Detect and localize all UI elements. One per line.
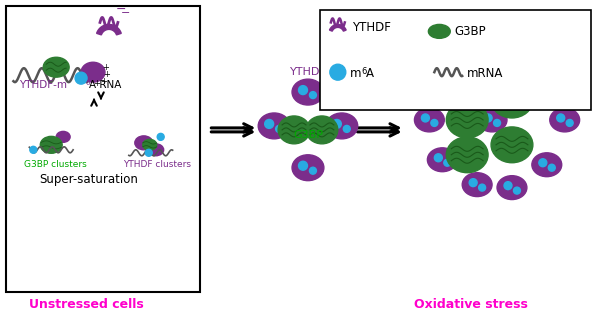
Text: +: + — [102, 63, 110, 72]
Ellipse shape — [292, 79, 324, 105]
Ellipse shape — [40, 136, 62, 153]
FancyBboxPatch shape — [320, 10, 591, 110]
Text: YTHDF-m: YTHDF-m — [19, 80, 67, 90]
Text: mRNA: mRNA — [467, 67, 503, 80]
Ellipse shape — [497, 58, 527, 82]
Ellipse shape — [532, 68, 562, 92]
Ellipse shape — [306, 116, 338, 144]
Circle shape — [435, 84, 442, 92]
Text: A RNA: A RNA — [89, 80, 122, 90]
Ellipse shape — [135, 136, 153, 150]
Circle shape — [444, 89, 451, 97]
Ellipse shape — [427, 78, 458, 102]
Ellipse shape — [56, 131, 70, 142]
Circle shape — [539, 74, 547, 82]
Polygon shape — [97, 24, 121, 35]
Circle shape — [469, 69, 477, 77]
Circle shape — [479, 75, 486, 82]
Text: Oxidative stress: Oxidative stress — [414, 298, 529, 311]
Ellipse shape — [497, 176, 527, 200]
Ellipse shape — [81, 62, 105, 82]
Circle shape — [557, 114, 565, 122]
Text: G3BP: G3BP — [455, 25, 486, 38]
Circle shape — [421, 114, 429, 122]
Circle shape — [332, 119, 341, 128]
Text: A: A — [365, 67, 374, 80]
Circle shape — [157, 133, 164, 140]
Circle shape — [539, 159, 547, 167]
Ellipse shape — [414, 108, 444, 132]
Ellipse shape — [532, 153, 562, 177]
Ellipse shape — [477, 108, 507, 132]
Circle shape — [469, 179, 477, 187]
Text: 6: 6 — [362, 67, 367, 76]
Ellipse shape — [491, 127, 533, 163]
Text: −: − — [121, 8, 130, 19]
Text: +: + — [104, 70, 110, 79]
Circle shape — [431, 119, 438, 127]
Text: G3BP: G3BP — [293, 130, 323, 140]
Text: 6: 6 — [85, 80, 90, 86]
Circle shape — [484, 114, 492, 122]
Circle shape — [276, 125, 282, 133]
Text: m: m — [350, 67, 361, 80]
Text: Unstressed cells: Unstressed cells — [29, 298, 144, 311]
FancyBboxPatch shape — [7, 6, 200, 292]
Circle shape — [444, 159, 451, 166]
Circle shape — [265, 119, 274, 128]
Text: YTHDF clusters: YTHDF clusters — [123, 160, 191, 169]
Ellipse shape — [292, 155, 324, 181]
Circle shape — [435, 154, 442, 162]
Ellipse shape — [446, 102, 488, 138]
Ellipse shape — [550, 108, 580, 132]
Ellipse shape — [427, 148, 458, 172]
Circle shape — [330, 64, 346, 80]
Polygon shape — [329, 24, 346, 31]
Circle shape — [343, 125, 350, 133]
Text: −: − — [116, 3, 126, 15]
Ellipse shape — [278, 116, 310, 144]
Ellipse shape — [446, 137, 488, 173]
Circle shape — [479, 184, 486, 191]
Ellipse shape — [326, 113, 358, 139]
Circle shape — [299, 161, 308, 170]
Circle shape — [566, 119, 573, 127]
Circle shape — [309, 92, 317, 99]
Ellipse shape — [143, 139, 157, 150]
Circle shape — [30, 146, 37, 153]
Text: +: + — [101, 77, 107, 86]
Circle shape — [145, 149, 152, 156]
Ellipse shape — [462, 173, 492, 197]
Circle shape — [299, 86, 308, 95]
Ellipse shape — [258, 113, 290, 139]
Circle shape — [504, 64, 512, 72]
Text: YTHDF: YTHDF — [290, 67, 326, 77]
Circle shape — [514, 187, 520, 194]
Text: Super-saturation: Super-saturation — [39, 173, 138, 186]
Text: +: + — [93, 78, 101, 88]
Text: YTHDF: YTHDF — [352, 21, 391, 35]
Ellipse shape — [147, 144, 164, 156]
Ellipse shape — [462, 63, 492, 87]
Ellipse shape — [491, 82, 533, 118]
Circle shape — [494, 119, 500, 127]
Circle shape — [514, 70, 520, 77]
Ellipse shape — [43, 57, 69, 77]
Circle shape — [504, 181, 512, 190]
Text: G3BP clusters: G3BP clusters — [24, 160, 87, 169]
Circle shape — [548, 80, 555, 87]
Circle shape — [75, 72, 87, 84]
Circle shape — [548, 164, 555, 171]
Circle shape — [309, 167, 317, 174]
Ellipse shape — [429, 24, 450, 38]
